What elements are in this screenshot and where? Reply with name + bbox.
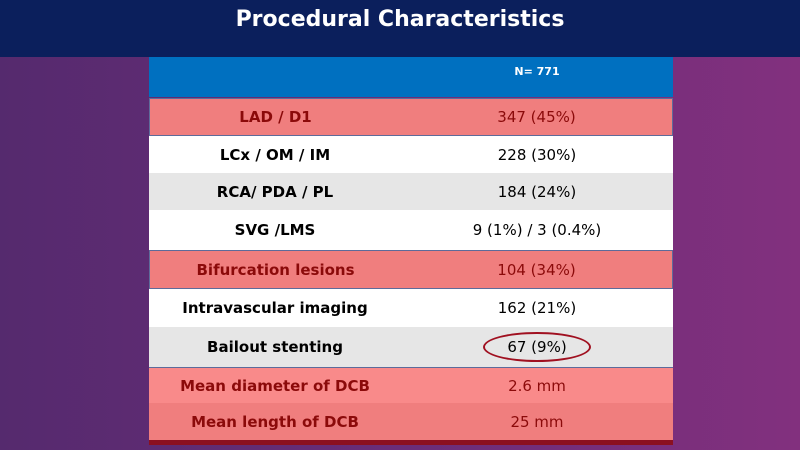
header-cell-label: [149, 57, 401, 97]
row-value: 184 (24%): [497, 182, 577, 201]
header-cell-n: N= 771: [514, 65, 560, 78]
row-label: LAD / D1: [239, 108, 312, 126]
table-row: Bifurcation lesions 104 (34%): [149, 250, 673, 289]
table-row: Mean length of DCB 25 mm: [149, 403, 673, 440]
table-row: Bailout stenting 67 (9%): [149, 327, 673, 367]
table-row: RCA/ PDA / PL 184 (24%): [149, 173, 673, 210]
slide-title: Procedural Characteristics: [0, 0, 800, 57]
procedural-table: N= 771 LAD / D1 347 (45%) LCx / OM / IM 22…: [149, 57, 673, 445]
table-bottom-border: [149, 440, 673, 445]
row-label: Mean diameter of DCB: [180, 376, 370, 395]
row-label: LCx / OM / IM: [219, 145, 331, 164]
row-label: Bailout stenting: [207, 338, 343, 356]
table-header: N= 771: [149, 57, 673, 97]
table-row: SVG /LMS 9 (1%) / 3 (0.4%): [149, 210, 673, 250]
row-label: Mean length of DCB: [191, 412, 359, 431]
table-row: LCx / OM / IM 228 (30%): [149, 136, 673, 173]
row-value: 104 (34%): [497, 260, 576, 279]
highlight-circle: 67 (9%): [483, 332, 591, 362]
row-label: RCA/ PDA / PL: [216, 182, 334, 201]
row-value: 162 (21%): [497, 299, 577, 317]
row-value-cell: 67 (9%): [401, 332, 673, 362]
row-value: 25 mm: [510, 412, 564, 431]
row-label: SVG /LMS: [234, 221, 316, 239]
row-value: 347 (45%): [497, 108, 576, 126]
row-value: 9 (1%) / 3 (0.4%): [472, 221, 602, 239]
row-label: Bifurcation lesions: [196, 260, 355, 279]
table-row: LAD / D1 347 (45%): [149, 98, 673, 136]
row-value: 2.6 mm: [508, 376, 566, 395]
row-value: 228 (30%): [497, 145, 577, 164]
table-row: Mean diameter of DCB 2.6 mm: [149, 367, 673, 403]
row-label: Intravascular imaging: [182, 299, 368, 317]
table-row: Intravascular imaging 162 (21%): [149, 289, 673, 327]
